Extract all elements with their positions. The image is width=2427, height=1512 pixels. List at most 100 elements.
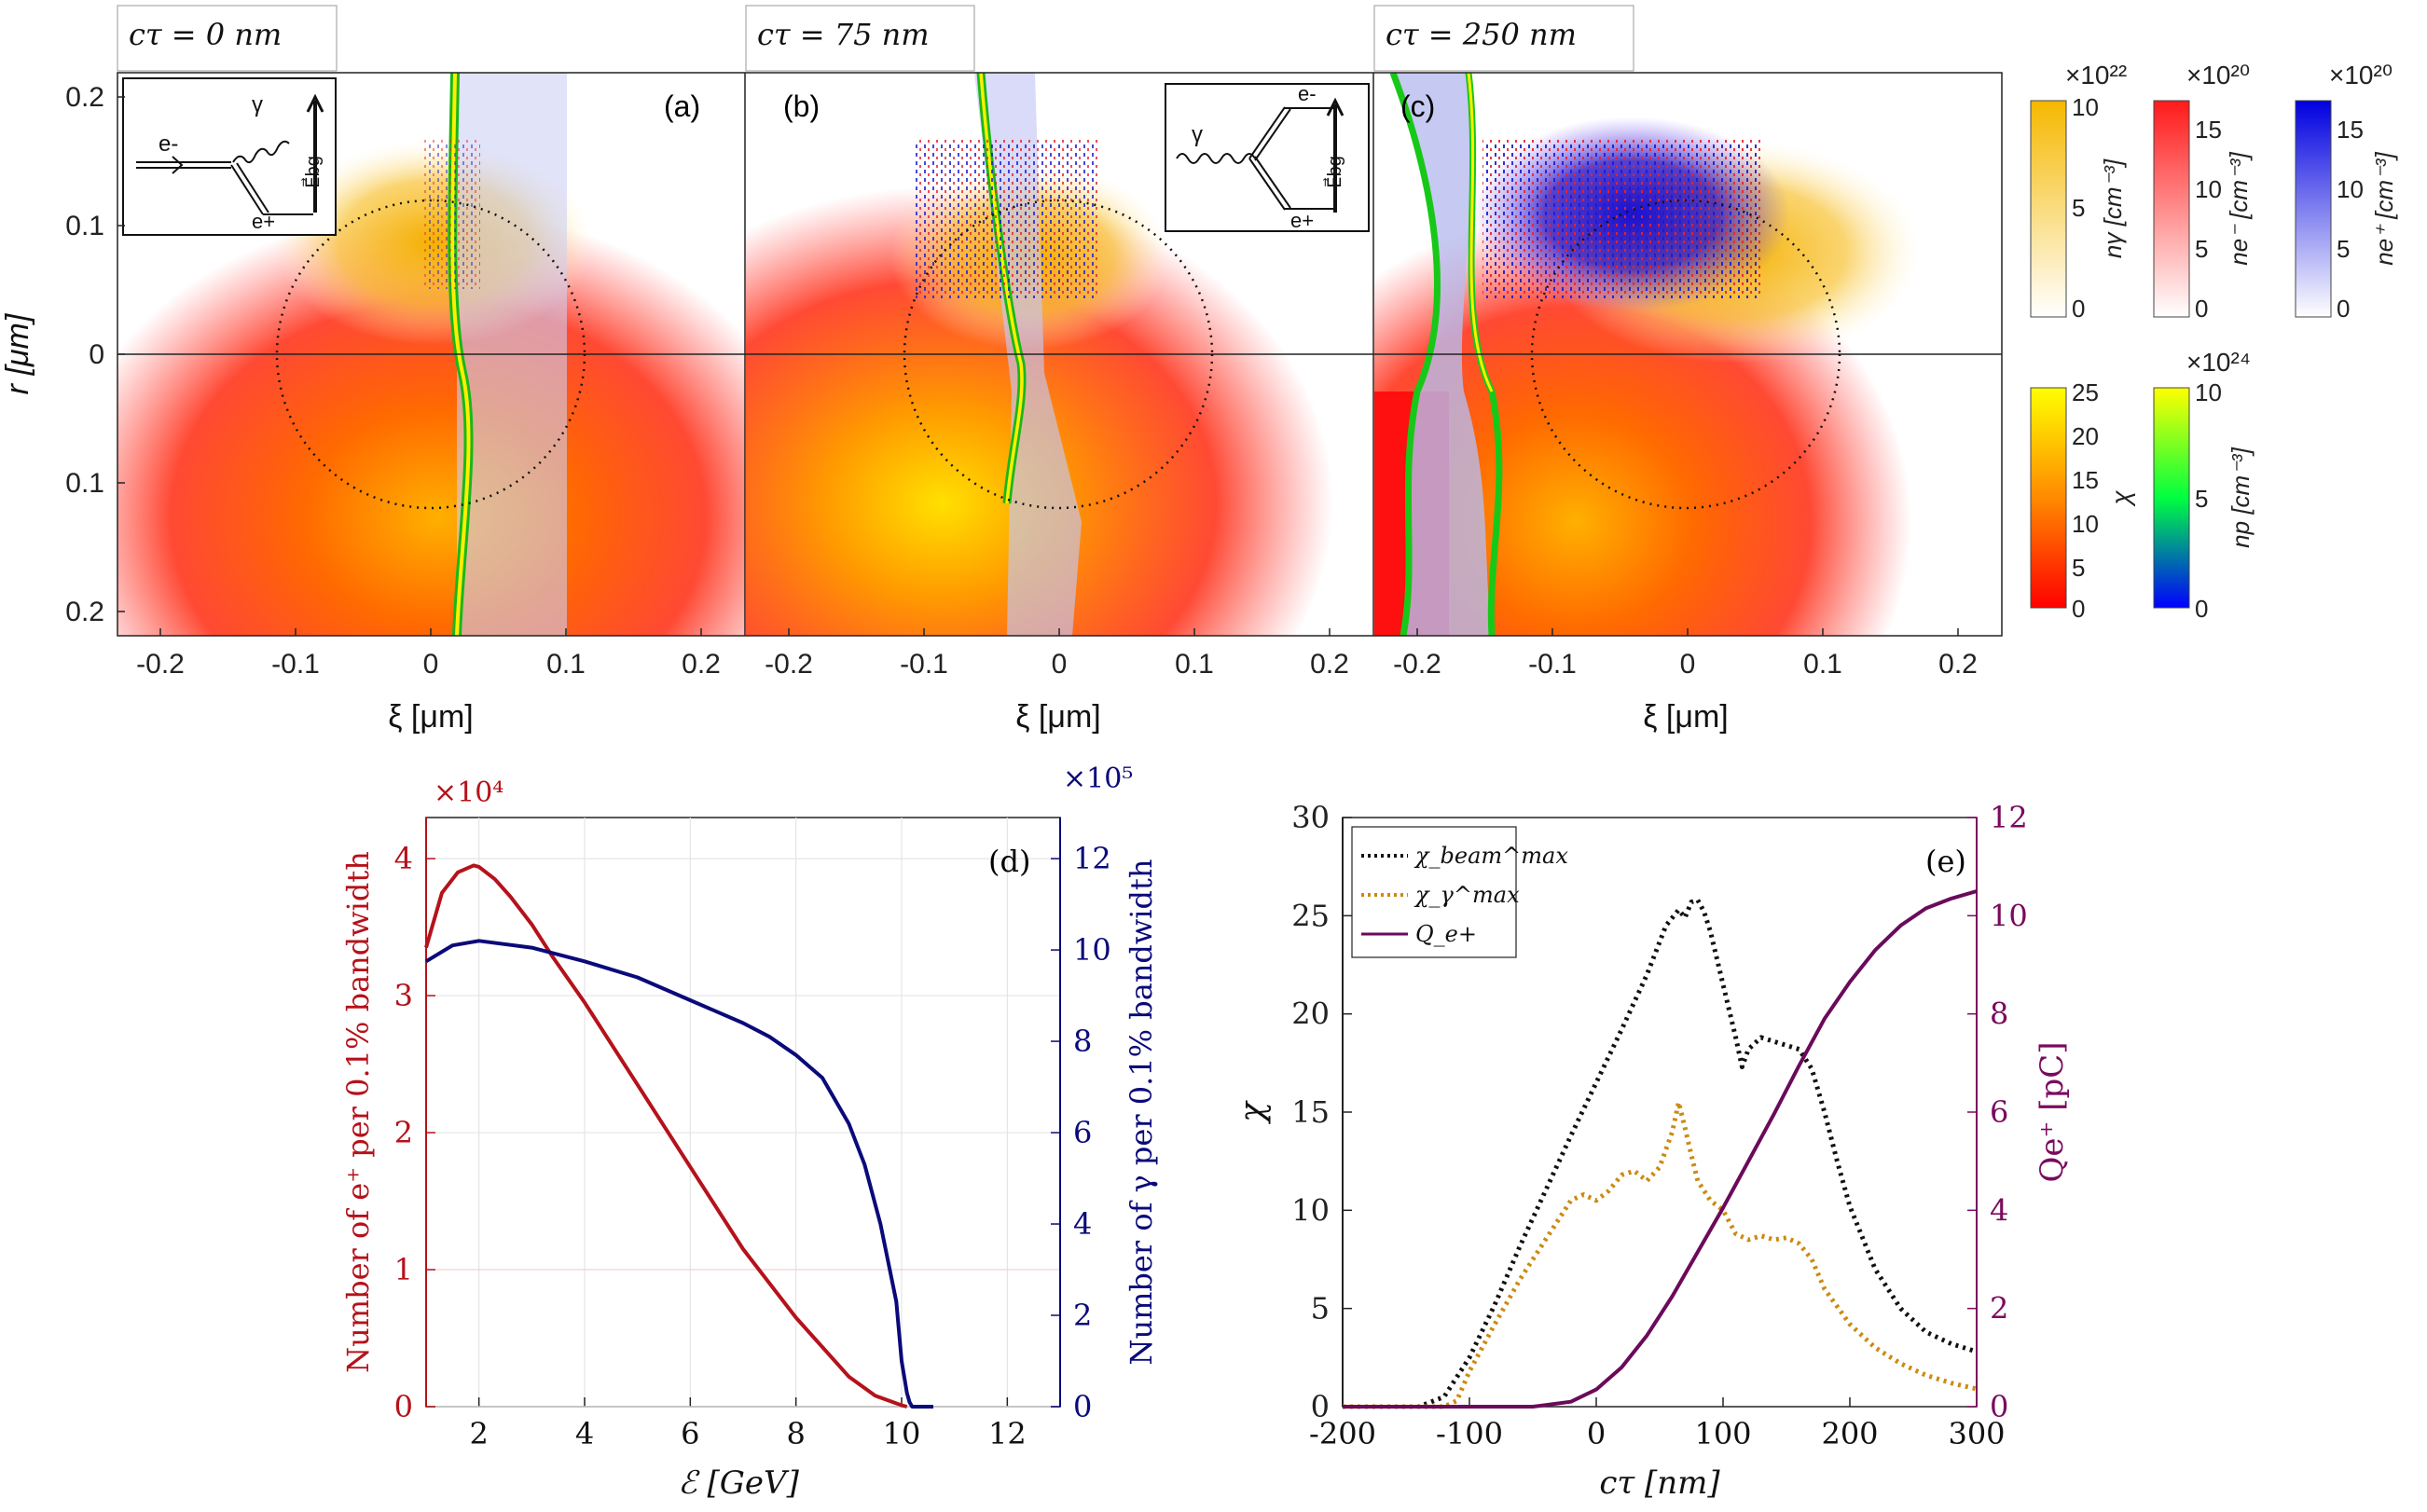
x-tick-label: 300 (1948, 1416, 2005, 1451)
top-y-tick-label: 0.2 (65, 82, 104, 113)
svg-text:5: 5 (2072, 194, 2085, 222)
y-tick-label-left: 4 (394, 841, 413, 876)
y-tick-label-left: 20 (1291, 997, 1330, 1032)
top-x-tick-label: 0 (423, 649, 439, 680)
series-q-positron (1343, 889, 1978, 1409)
chart-d-ylabel-left: Number of e⁺ per 0.1% bandwidth (340, 851, 376, 1373)
series-photon (424, 939, 933, 1409)
svg-text:0: 0 (2195, 295, 2208, 323)
top-xlabel-b: ξ [μm] (1015, 699, 1100, 735)
chart-d-left-exponent: ×10⁴ (434, 777, 503, 809)
svg-text:10: 10 (2195, 378, 2222, 406)
svg-text:5: 5 (2195, 485, 2208, 513)
legend-q: Q_e+ (1415, 921, 1477, 947)
y-tick-label-left: 25 (1291, 898, 1330, 933)
svg-text:cτ = 0 nm: cτ = 0 nm (129, 17, 282, 52)
top-x-tick-label: -0.1 (271, 649, 320, 680)
svg-text:10: 10 (2195, 175, 2222, 203)
svg-text:×10²²: ×10²² (2065, 61, 2127, 89)
x-tick-label: 0 (1587, 1416, 1606, 1451)
chart-e-ylabel-right: Qe⁺ [pC] (2034, 1041, 2071, 1182)
top-xlabel-a: ξ [μm] (388, 699, 473, 735)
colorbar-chi: 25 20 15 10 5 0 χ (2030, 378, 2135, 623)
circle-c (1530, 199, 1841, 510)
top-x-tick-label: 0 (1052, 649, 1068, 680)
y-tick-label-left: 15 (1291, 1094, 1330, 1130)
svg-text:0: 0 (2072, 295, 2085, 323)
x-tick-label: 2 (469, 1416, 488, 1451)
svg-text:15: 15 (2072, 466, 2099, 494)
top-x-tick-label: 0.2 (1310, 649, 1349, 680)
chart-e-legend: χ_beam^max χ_γ^max Q_e+ (1351, 826, 1568, 958)
colorbar-plasma: ×10²⁴ 10 5 0 np [cm⁻³] (2153, 348, 2255, 623)
colorbar-electron: ×10²⁰ 15 10 5 0 ne⁻ [cm⁻³] (2153, 61, 2253, 323)
legend-beam: χ_beam^max (1413, 843, 1568, 869)
panel-a-field (117, 73, 745, 636)
top-ylabel: r [μm] (0, 312, 35, 394)
feynman-inset-a: e- γ e+ E⃗bg (122, 77, 337, 236)
panel-title-a: cτ = 0 nm (117, 5, 338, 72)
svg-text:0: 0 (2337, 295, 2350, 323)
svg-text:×10²⁰: ×10²⁰ (2329, 61, 2393, 89)
chart-e-tag: (e) (1925, 844, 1966, 879)
svg-text:10: 10 (2072, 510, 2099, 538)
panel-tag-c: (c) (1400, 89, 1435, 123)
y-tick-label-right: 12 (1990, 800, 2028, 835)
top-x-tick-label: 0 (1680, 649, 1696, 680)
y-tick-label-right: 8 (1990, 997, 2008, 1032)
series-positron (424, 863, 908, 1409)
svg-text:ne⁻ [cm⁻³]: ne⁻ [cm⁻³] (2225, 152, 2253, 266)
svg-text:γ: γ (252, 92, 263, 117)
y-tick-label-right: 2 (1073, 1298, 1092, 1333)
top-x-ticks: -0.2 -0.1 0 0.1 0.2 -0.2 -0.1 0 0.1 0.2 -0.2 -0.1 0 0… (136, 628, 1978, 680)
panel-tag-b: (b) (783, 89, 820, 123)
y-tick-label-left: 3 (394, 978, 413, 1013)
colorbar-positron: ×10²⁰ 15 10 5 0 ne⁺ [cm⁻³] (2295, 61, 2398, 323)
svg-text:np [cm⁻³]: np [cm⁻³] (2227, 447, 2255, 547)
top-y-ticks: 0.2 0.1 0 0.1 0.2 (65, 82, 125, 627)
legend-gamma: χ_γ^max (1413, 882, 1520, 908)
top-xlabel-c: ξ [μm] (1643, 699, 1728, 735)
svg-text:E⃗bg: E⃗bg (1322, 156, 1345, 188)
svg-text:5: 5 (2195, 235, 2208, 263)
top-x-tick-label: 0.1 (1175, 649, 1214, 680)
top-x-tick-label: -0.2 (765, 649, 813, 680)
top-y-tick-label: 0.1 (65, 468, 104, 499)
x-tick-label: 100 (1694, 1416, 1751, 1451)
y-tick-label-right: 4 (1990, 1192, 2008, 1228)
y-tick-label-left: 10 (1291, 1192, 1330, 1228)
svg-text:cτ = 250 nm: cτ = 250 nm (1386, 17, 1577, 52)
x-tick-label: 12 (988, 1416, 1027, 1451)
svg-text:×10²⁴: ×10²⁴ (2186, 348, 2251, 377)
svg-text:e-: e- (1298, 82, 1317, 105)
y-tick-label-left: 0 (394, 1389, 413, 1424)
top-y-tick-label: 0 (89, 339, 104, 370)
svg-text:e+: e+ (252, 210, 275, 233)
svg-text:5: 5 (2072, 554, 2085, 582)
x-tick-label: 200 (1821, 1416, 1878, 1451)
series-chi-gamma (1343, 1100, 1978, 1409)
panel-title-b: cτ = 75 nm (745, 5, 975, 72)
top-y-tick-label: 0.2 (65, 597, 104, 627)
svg-text:0: 0 (2195, 595, 2208, 623)
series-chi-beam (1343, 898, 1978, 1409)
top-x-tick-label: -0.2 (1393, 649, 1441, 680)
circle-b (903, 199, 1214, 510)
chart-d-tag: (d) (988, 844, 1030, 879)
chart-d-xlabel: ℰ [GeV] (678, 1464, 799, 1502)
y-tick-label-right: 12 (1073, 841, 1111, 876)
svg-text:cτ = 75 nm: cτ = 75 nm (757, 17, 930, 52)
svg-text:e-: e- (159, 131, 178, 157)
svg-text:0: 0 (2072, 595, 2085, 623)
x-tick-label: -100 (1436, 1416, 1503, 1451)
svg-text:15: 15 (2337, 116, 2364, 144)
svg-text:25: 25 (2072, 378, 2099, 406)
svg-text:10: 10 (2072, 93, 2099, 121)
x-tick-label: 4 (575, 1416, 594, 1451)
top-x-tick-label: -0.1 (1528, 649, 1577, 680)
y-tick-label-right: 0 (1990, 1389, 2008, 1424)
chart-e-xlabel: cτ [nm] (1599, 1464, 1720, 1502)
svg-text:ne⁺ [cm⁻³]: ne⁺ [cm⁻³] (2370, 152, 2398, 266)
